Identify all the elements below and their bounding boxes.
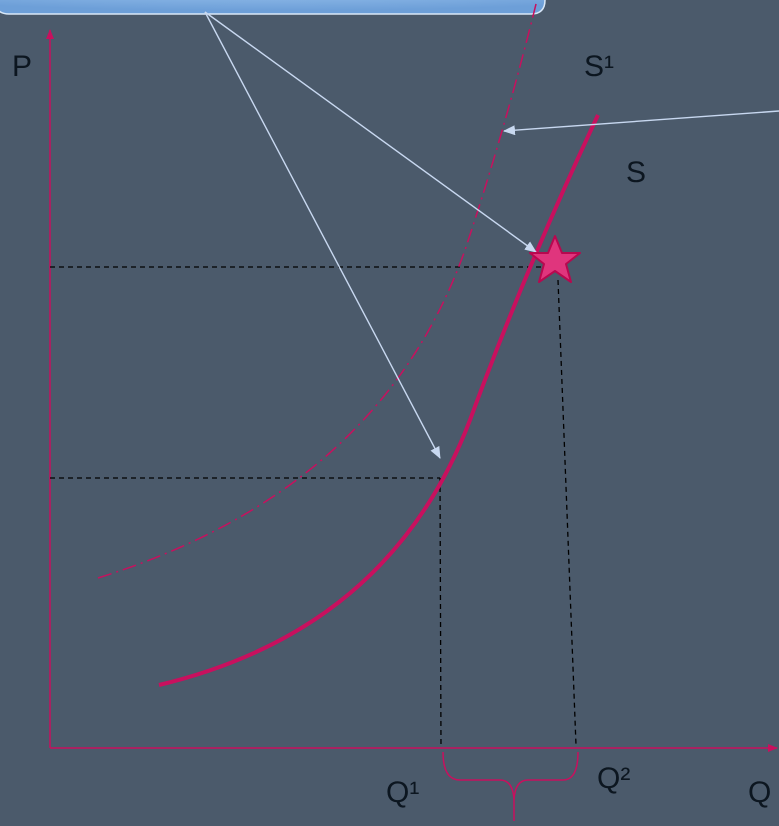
supply-label: S — [626, 156, 647, 189]
arrow-to-s1-curve — [503, 110, 779, 136]
guide-q1-vertical — [439, 477, 442, 749]
arrow-to-star — [204, 11, 537, 253]
supply-shifted-label: S¹ — [584, 50, 614, 83]
q-axis-label: Q — [748, 776, 772, 809]
arrow-to-lower-point — [204, 11, 441, 459]
guide-lines — [50, 266, 577, 749]
q1-label: Q¹ — [386, 776, 420, 809]
supply-curve-s1 — [97, 0, 538, 579]
callout-box — [0, 0, 546, 15]
pointer-arrows — [204, 11, 779, 459]
p-axis-label: P — [12, 50, 33, 83]
equilibrium-star-icon — [529, 235, 581, 283]
quantity-gap-brace — [442, 751, 579, 821]
guide-q2-vertical — [557, 279, 577, 746]
q2-label: Q² — [597, 762, 631, 795]
supply-curve-s — [158, 114, 600, 687]
